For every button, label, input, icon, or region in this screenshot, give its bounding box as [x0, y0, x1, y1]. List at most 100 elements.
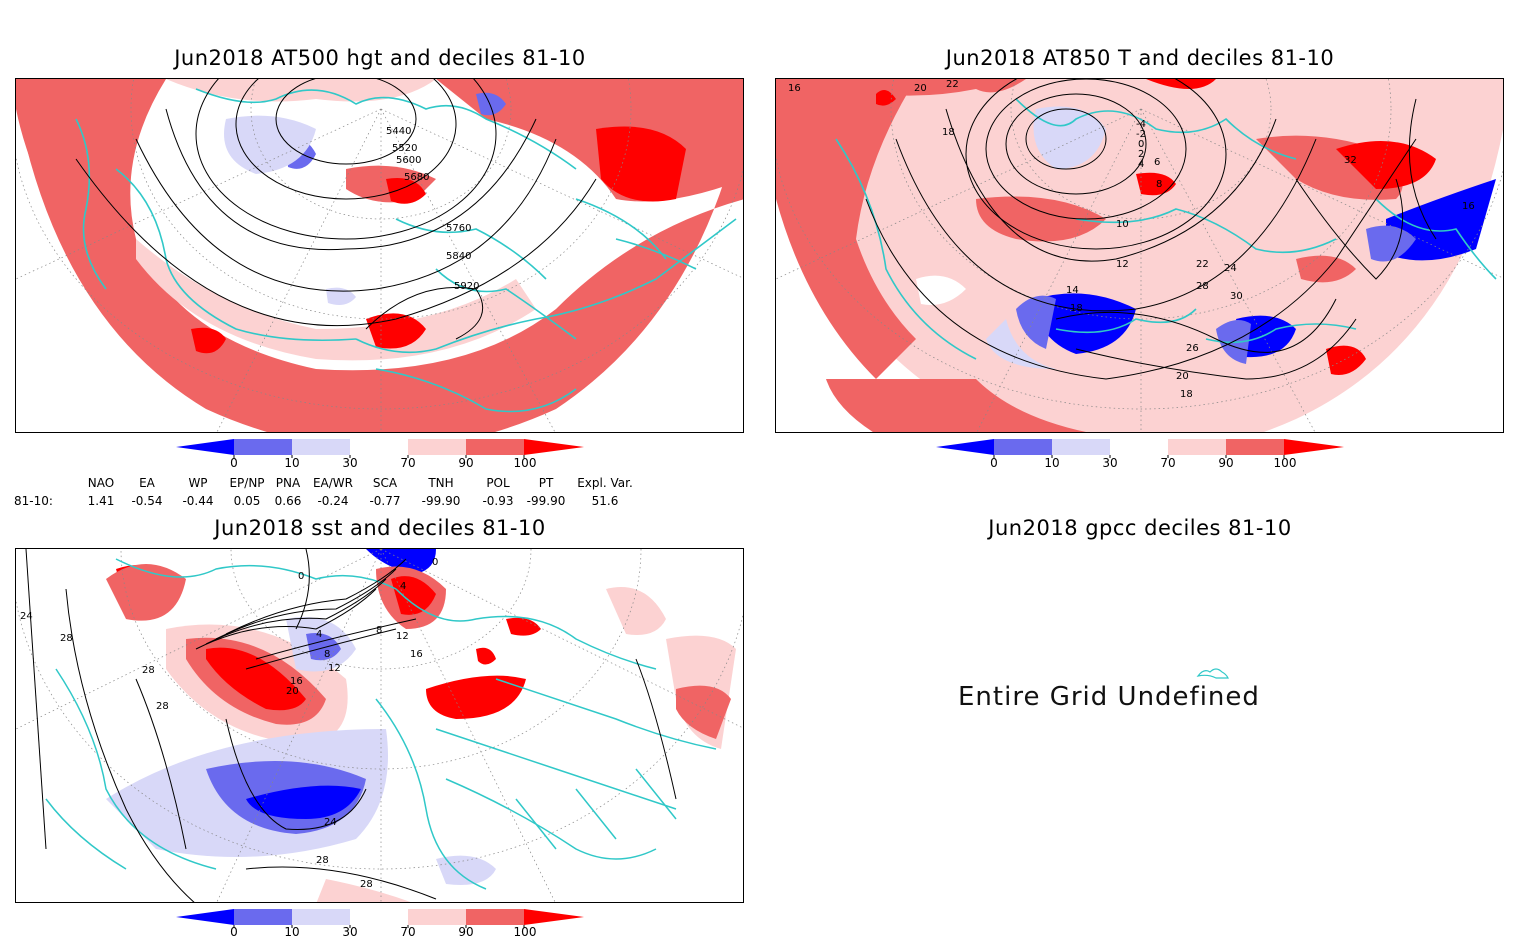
- index-value: 1.41: [87, 494, 115, 508]
- index-header: SCA: [372, 476, 398, 490]
- colorbar-label: 70: [400, 925, 416, 939]
- index-value: -0.24: [317, 494, 349, 508]
- colorbar-label: 100: [513, 456, 537, 470]
- index-value: 0.05: [233, 494, 261, 508]
- contour-label: 18: [1070, 303, 1083, 314]
- contour-label: 5920: [454, 281, 479, 292]
- coastlines: [45, 558, 717, 890]
- contour-label: 0: [432, 557, 438, 568]
- colorbar-hgt500: [176, 439, 584, 458]
- contour-label: 2: [1138, 149, 1144, 160]
- index-header: WP: [188, 476, 208, 490]
- contour-label: 8: [324, 649, 330, 660]
- contour-label: 22: [946, 79, 959, 90]
- map-sst-canvas: 24 28 28 28 0 4 8 12 16 20 24 28 28 8 12…: [16, 549, 743, 902]
- map-hgt500: 5440 5520 5600 5680 5760 5840 5920: [15, 78, 744, 433]
- contour-label: 28: [60, 633, 73, 644]
- contour-label: 0: [1138, 139, 1144, 150]
- colorbar-label: 90: [1218, 456, 1234, 470]
- contour-label: 12: [396, 631, 409, 642]
- index-header: EA/WR: [312, 476, 354, 490]
- contour-label: 12: [328, 663, 341, 674]
- contour-label: 28: [1196, 281, 1209, 292]
- contour-label: 4: [1138, 159, 1144, 170]
- map-t850-canvas: 16 20 22 18 -4 -2 0 2 4 6 8 10 12 14 18 …: [776, 79, 1503, 432]
- contour-label: 5760: [446, 223, 471, 234]
- teleconnection-indices-table: NAO EA WP EP/NP PNA EA/WR SCA TNH POL PT…: [14, 474, 642, 510]
- contour-label: 30: [1230, 291, 1243, 302]
- indices-header-row: NAO EA WP EP/NP PNA EA/WR SCA TNH POL PT…: [14, 474, 642, 492]
- panel-title-sst: Jun2018 sst and deciles 81-10: [214, 516, 546, 540]
- contour-label: 4: [316, 629, 322, 640]
- colorbar-label: 10: [1044, 456, 1060, 470]
- index-header: EA: [139, 476, 155, 490]
- contour-label: 5440: [386, 126, 411, 137]
- index-header: Expl. Var.: [577, 476, 633, 490]
- contour-label: 28: [156, 701, 169, 712]
- contour-label: 20: [1176, 371, 1189, 382]
- contour-label: -4: [1136, 119, 1146, 130]
- colorbar-label: 30: [342, 456, 358, 470]
- map-sst: 24 28 28 28 0 4 8 12 16 20 24 28 28 8 12…: [15, 548, 744, 903]
- colorbar-t850: [936, 439, 1344, 458]
- colorbar-label: 100: [513, 925, 537, 939]
- colorbar-label: 70: [1160, 456, 1176, 470]
- colorbar-label: 30: [1102, 456, 1118, 470]
- contour-label: 16: [290, 676, 303, 687]
- colorbar-label: 90: [458, 456, 474, 470]
- undefined-grid-message: Entire Grid Undefined: [958, 682, 1260, 712]
- colorbar-label: 0: [230, 925, 238, 939]
- contour-label: 5680: [404, 172, 429, 183]
- contour-label: 12: [1116, 259, 1129, 270]
- panel-title-gpcc: Jun2018 gpcc deciles 81-10: [988, 516, 1292, 540]
- index-header: TNH: [428, 476, 454, 490]
- colorbar-sst: [176, 909, 584, 928]
- index-header: PT: [538, 476, 554, 490]
- contour-label: 22: [1196, 259, 1209, 270]
- contour-label: 0: [298, 571, 304, 582]
- indices-value-row: 81-10: 1.41 -0.54 -0.44 0.05 0.66 -0.24 …: [14, 492, 642, 510]
- colorbar-label: 10: [284, 925, 300, 939]
- contour-label: 6: [1154, 157, 1160, 168]
- contour-label: 10: [1116, 219, 1129, 230]
- colorbar-label: 100: [1273, 456, 1297, 470]
- contour-label: 28: [316, 855, 329, 866]
- map-t850: 16 20 22 18 -4 -2 0 2 4 6 8 10 12 14 18 …: [775, 78, 1504, 433]
- index-value: -0.93: [482, 494, 514, 508]
- index-value: -0.44: [182, 494, 214, 508]
- index-header: POL: [486, 476, 510, 490]
- contour-label: 18: [942, 127, 955, 138]
- contour-label: 18: [1180, 389, 1193, 400]
- contour-label: 16: [1462, 201, 1475, 212]
- contour-label: 8: [376, 625, 382, 636]
- contour-label: 20: [914, 83, 927, 94]
- coastlines: [75, 88, 737, 413]
- colorbar-label: 70: [400, 456, 416, 470]
- colorbar-label: 90: [458, 925, 474, 939]
- contour-label: 16: [788, 83, 801, 94]
- contour-label: 5840: [446, 251, 471, 262]
- small-coastline-fragment: [1196, 668, 1229, 679]
- colorbar-label: 10: [284, 456, 300, 470]
- contour-label: 24: [20, 611, 33, 622]
- index-value: -99.90: [421, 494, 461, 508]
- index-header: EP/NP: [229, 476, 265, 490]
- contour-label: 26: [1186, 343, 1199, 354]
- contour-label: 14: [1066, 285, 1079, 296]
- index-value: 51.6: [591, 494, 619, 508]
- sst-contours: [25, 549, 677, 902]
- contour-label: 5520: [392, 143, 417, 154]
- contour-label: 28: [142, 665, 155, 676]
- colorbar-label: 0: [230, 456, 238, 470]
- contour-label: 24: [324, 817, 337, 828]
- colorbar-label: 0: [990, 456, 998, 470]
- contour-label: 32: [1344, 155, 1357, 166]
- panel-title-t850: Jun2018 AT850 T and deciles 81-10: [945, 46, 1335, 70]
- index-header: PNA: [275, 476, 301, 490]
- contour-label: 28: [360, 879, 373, 890]
- index-value: -99.90: [526, 494, 566, 508]
- contour-label: 20: [286, 686, 299, 697]
- contour-label: 8: [1156, 179, 1162, 190]
- contour-label: 5600: [396, 155, 421, 166]
- panel-title-hgt500: Jun2018 AT500 hgt and deciles 81-10: [174, 46, 586, 70]
